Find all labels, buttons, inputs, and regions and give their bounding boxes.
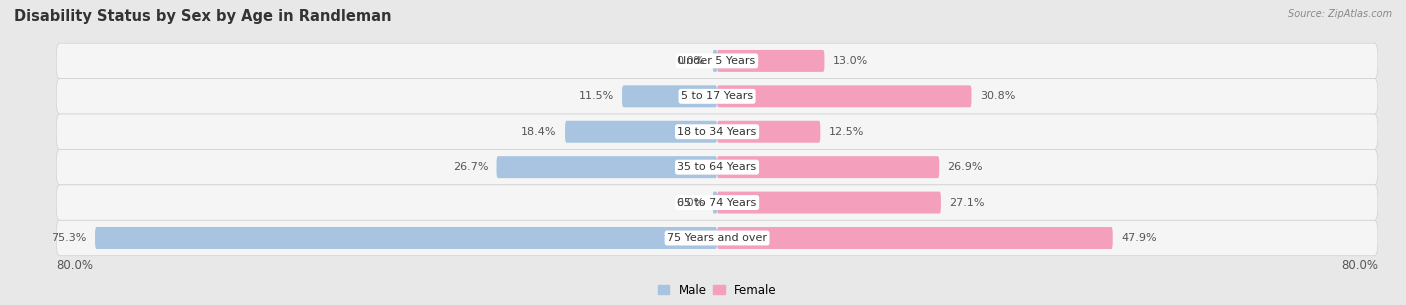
Text: 26.9%: 26.9%: [948, 162, 983, 172]
FancyBboxPatch shape: [717, 121, 820, 143]
FancyBboxPatch shape: [56, 79, 1378, 114]
Text: 65 to 74 Years: 65 to 74 Years: [678, 198, 756, 208]
Text: 0.0%: 0.0%: [676, 198, 704, 208]
Text: Source: ZipAtlas.com: Source: ZipAtlas.com: [1288, 9, 1392, 19]
Text: 27.1%: 27.1%: [949, 198, 984, 208]
Text: 47.9%: 47.9%: [1121, 233, 1157, 243]
Text: 75 Years and over: 75 Years and over: [666, 233, 768, 243]
FancyBboxPatch shape: [496, 156, 717, 178]
FancyBboxPatch shape: [717, 50, 824, 72]
Text: 13.0%: 13.0%: [832, 56, 868, 66]
FancyBboxPatch shape: [96, 227, 717, 249]
Text: 0.0%: 0.0%: [676, 56, 704, 66]
FancyBboxPatch shape: [717, 227, 1112, 249]
Text: 5 to 17 Years: 5 to 17 Years: [681, 91, 754, 101]
Text: 18 to 34 Years: 18 to 34 Years: [678, 127, 756, 137]
FancyBboxPatch shape: [56, 185, 1378, 220]
FancyBboxPatch shape: [717, 156, 939, 178]
Text: 30.8%: 30.8%: [980, 91, 1015, 101]
FancyBboxPatch shape: [713, 192, 717, 213]
Text: 80.0%: 80.0%: [56, 259, 93, 271]
Text: 12.5%: 12.5%: [828, 127, 863, 137]
Text: 11.5%: 11.5%: [578, 91, 614, 101]
Text: 80.0%: 80.0%: [1341, 259, 1378, 271]
Legend: Male, Female: Male, Female: [652, 279, 782, 302]
FancyBboxPatch shape: [56, 220, 1378, 256]
FancyBboxPatch shape: [56, 43, 1378, 79]
FancyBboxPatch shape: [565, 121, 717, 143]
Text: 75.3%: 75.3%: [52, 233, 87, 243]
FancyBboxPatch shape: [56, 149, 1378, 185]
Text: 35 to 64 Years: 35 to 64 Years: [678, 162, 756, 172]
FancyBboxPatch shape: [717, 192, 941, 213]
FancyBboxPatch shape: [56, 114, 1378, 149]
Text: Under 5 Years: Under 5 Years: [679, 56, 755, 66]
FancyBboxPatch shape: [621, 85, 717, 107]
FancyBboxPatch shape: [717, 85, 972, 107]
FancyBboxPatch shape: [713, 50, 717, 72]
Text: 18.4%: 18.4%: [522, 127, 557, 137]
Text: Disability Status by Sex by Age in Randleman: Disability Status by Sex by Age in Randl…: [14, 9, 391, 24]
Text: 26.7%: 26.7%: [453, 162, 488, 172]
